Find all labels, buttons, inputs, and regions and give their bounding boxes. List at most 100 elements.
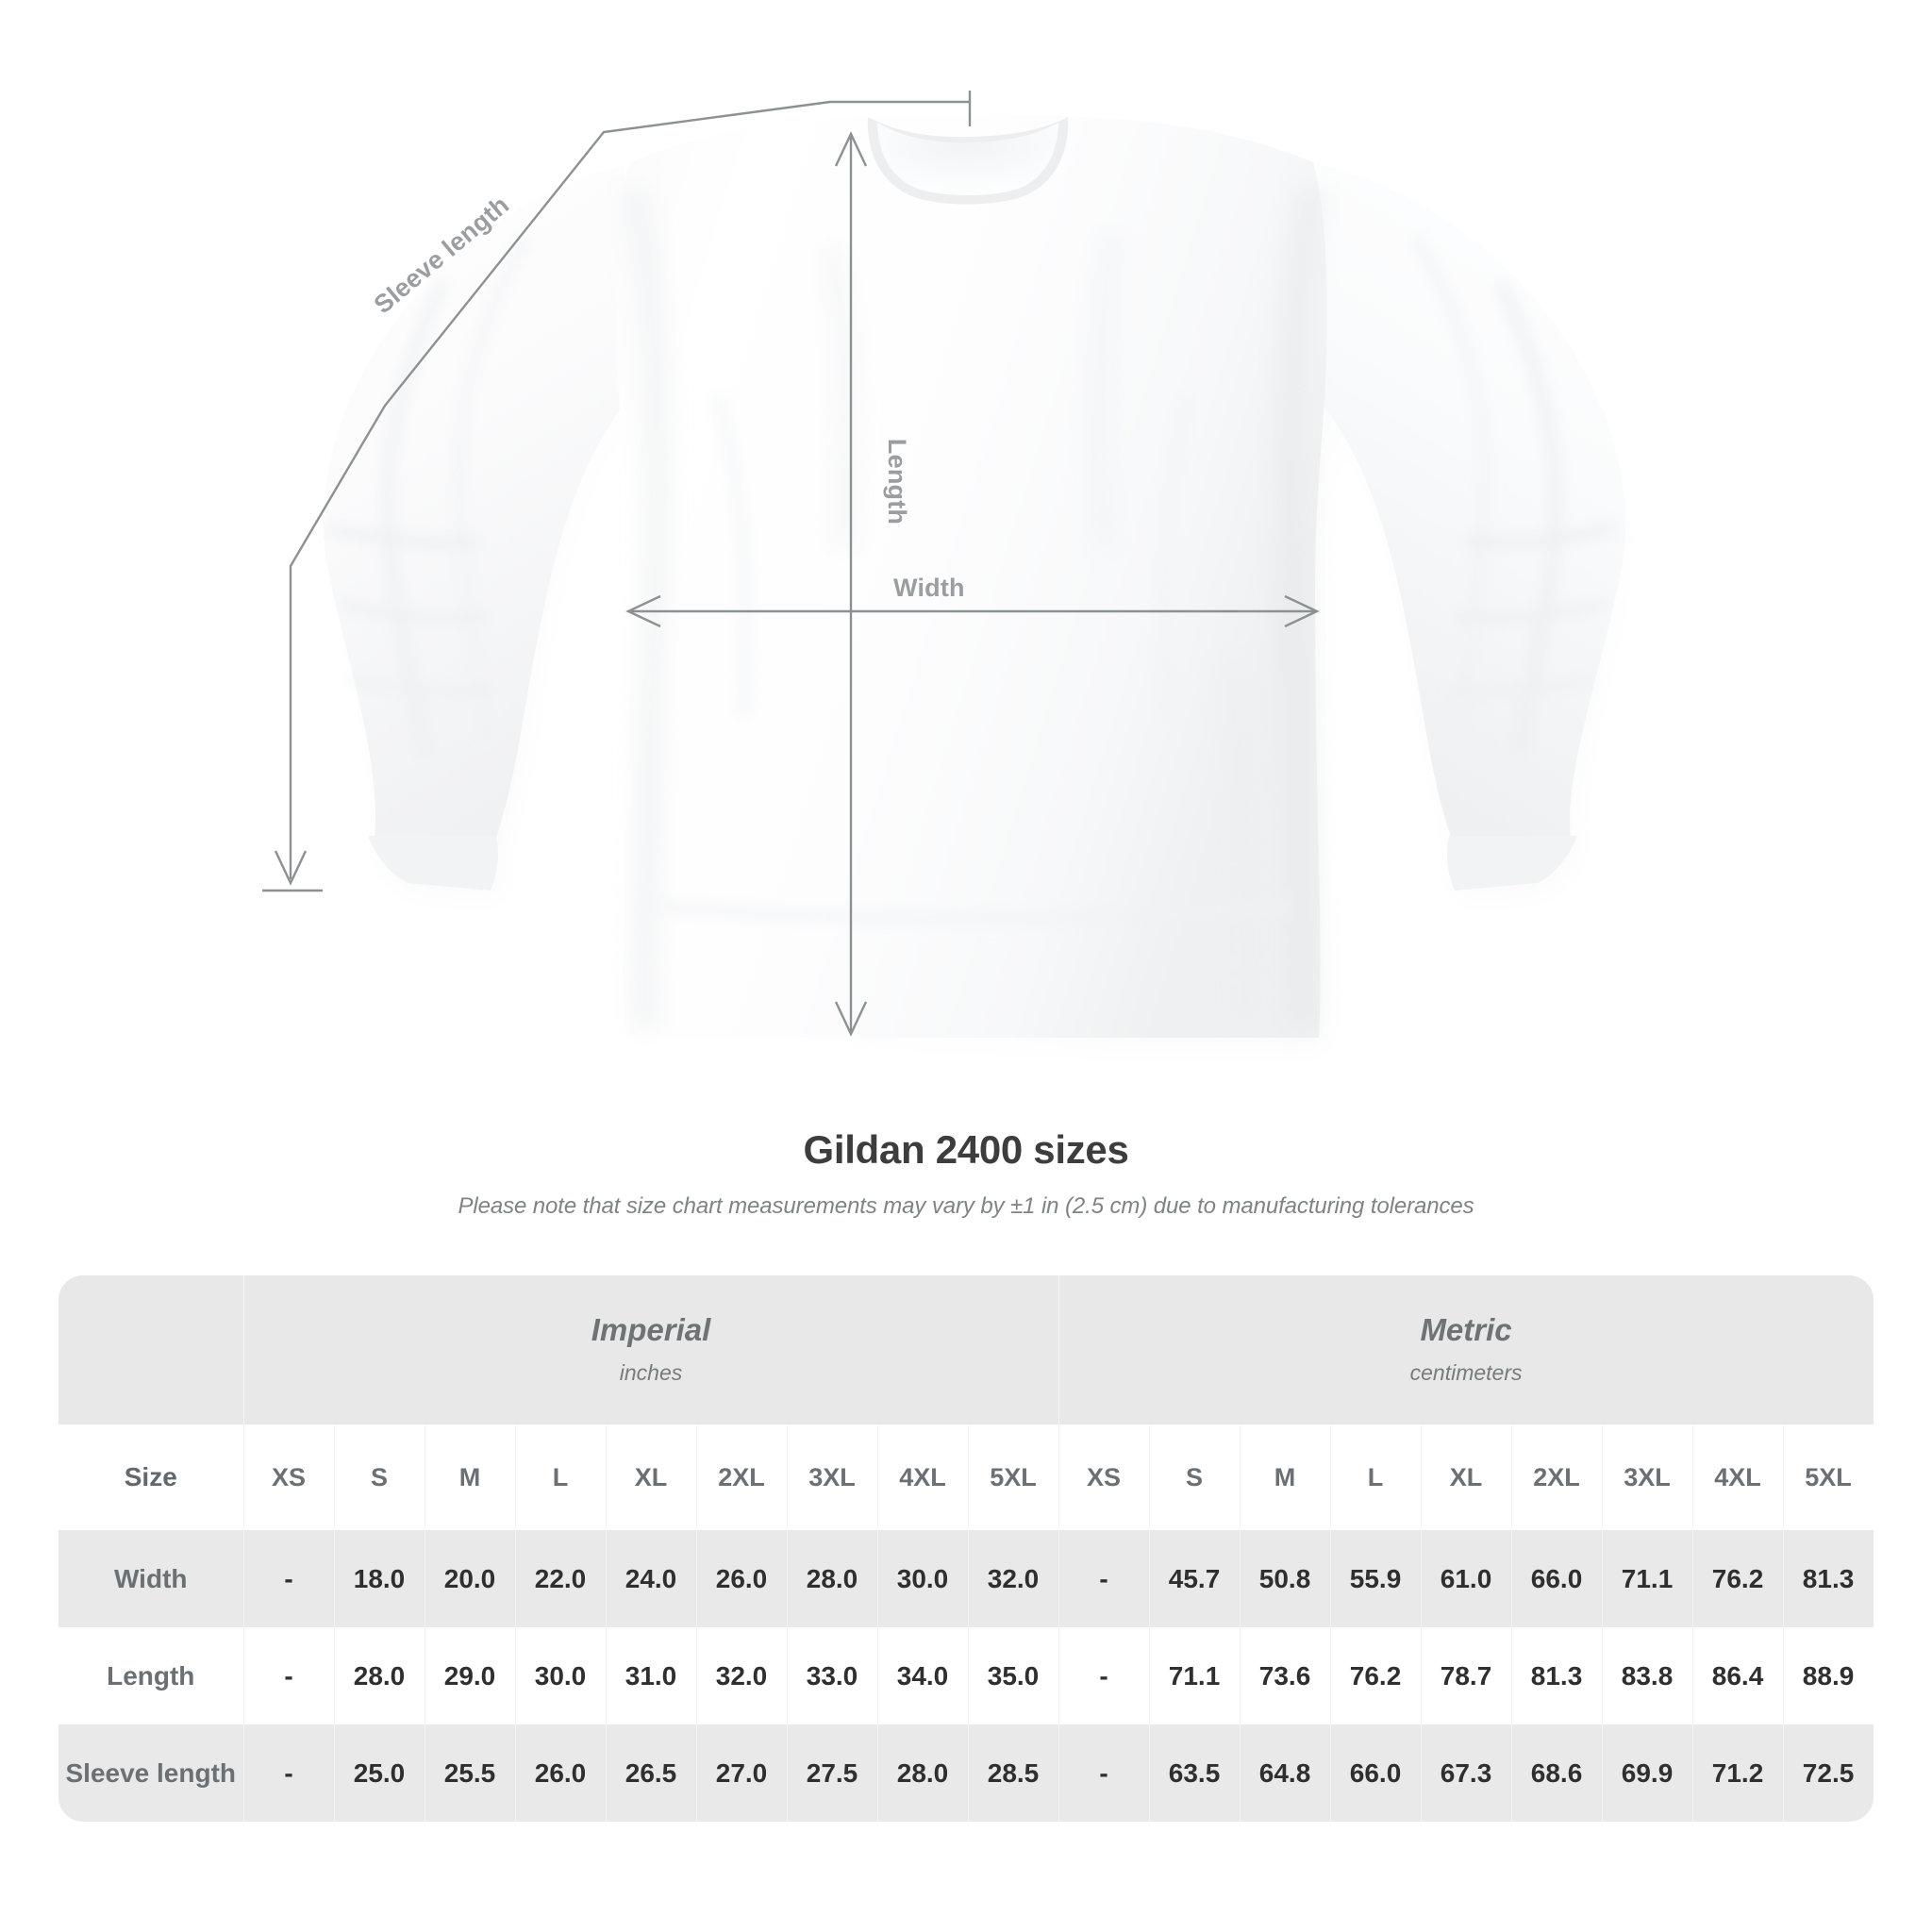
cell-length-imperial-4xl: 34.0 — [877, 1627, 969, 1724]
cell-length-imperial-m: 29.0 — [425, 1627, 516, 1724]
fabric-creases — [328, 232, 1615, 925]
size-header-metric-s: S — [1149, 1424, 1241, 1530]
size-header-row: Size XS S M L XL 2XL 3XL 4XL 5XL XS S M … — [58, 1424, 1874, 1530]
cell-length-metric-xs: - — [1058, 1627, 1150, 1724]
imperial-unit-name: Imperial — [591, 1312, 711, 1347]
cell-width-metric-3xl: 71.1 — [1602, 1530, 1693, 1627]
cell-length-imperial-s: 28.0 — [334, 1627, 425, 1724]
size-header-metric-3xl: 3XL — [1602, 1424, 1693, 1530]
cell-width-metric-m: 50.8 — [1240, 1530, 1331, 1627]
cell-width-metric-5xl: 81.3 — [1783, 1530, 1874, 1627]
cell-length-metric-2xl: 81.3 — [1511, 1627, 1603, 1724]
cell-length-imperial-3xl: 33.0 — [787, 1627, 878, 1724]
unit-header-spacer — [58, 1275, 244, 1424]
cell-width-imperial-xs: - — [243, 1530, 335, 1627]
metric-unit-name: Metric — [1420, 1312, 1512, 1347]
size-header-imperial-xl: XL — [606, 1424, 697, 1530]
cell-sleeve-metric-5xl: 72.5 — [1783, 1724, 1874, 1822]
size-header-metric-xl: XL — [1421, 1424, 1512, 1530]
cell-width-imperial-m: 20.0 — [425, 1530, 516, 1627]
garment-svg — [262, 91, 1626, 1038]
cell-width-imperial-l: 22.0 — [515, 1530, 607, 1627]
size-header-imperial-s: S — [334, 1424, 425, 1530]
cell-sleeve-imperial-2xl: 27.0 — [696, 1724, 788, 1822]
table-row: Length - 28.0 29.0 30.0 31.0 32.0 33.0 3… — [58, 1627, 1874, 1724]
cell-length-imperial-2xl: 32.0 — [696, 1627, 788, 1724]
size-header-imperial-2xl: 2XL — [696, 1424, 788, 1530]
cell-width-imperial-s: 18.0 — [334, 1530, 425, 1627]
size-header-metric-l: L — [1330, 1424, 1422, 1530]
cell-length-metric-l: 76.2 — [1330, 1627, 1422, 1724]
cell-length-metric-m: 73.6 — [1240, 1627, 1331, 1724]
row-label-sleeve-length: Sleeve length — [58, 1724, 244, 1822]
cell-sleeve-metric-l: 66.0 — [1330, 1724, 1422, 1822]
page-subtitle: Please note that size chart measurements… — [458, 1193, 1474, 1219]
cell-sleeve-imperial-xl: 26.5 — [606, 1724, 697, 1822]
size-header-metric-xs: XS — [1058, 1424, 1150, 1530]
length-label: Length — [883, 438, 912, 525]
size-header-metric-m: M — [1240, 1424, 1331, 1530]
page-title: Gildan 2400 sizes — [803, 1127, 1129, 1172]
row-label-width: Width — [58, 1530, 244, 1627]
cell-width-metric-4xl: 76.2 — [1692, 1530, 1784, 1627]
title-block: Gildan 2400 sizes Please note that size … — [0, 1127, 1932, 1220]
width-measure-line — [625, 594, 1320, 628]
imperial-header-cell: Imperial inches — [243, 1275, 1059, 1424]
cell-sleeve-imperial-xs: - — [243, 1724, 335, 1822]
cell-width-metric-xl: 61.0 — [1421, 1530, 1512, 1627]
cell-width-imperial-5xl: 32.0 — [968, 1530, 1059, 1627]
cell-sleeve-imperial-s: 25.0 — [334, 1724, 425, 1822]
size-header-metric-4xl: 4XL — [1692, 1424, 1784, 1530]
length-measure-line — [834, 131, 868, 1037]
size-chart-table: Imperial inches Metric centimeters Size … — [58, 1275, 1874, 1822]
cell-length-imperial-l: 30.0 — [515, 1627, 607, 1724]
cell-width-imperial-3xl: 28.0 — [787, 1530, 878, 1627]
cell-width-imperial-4xl: 30.0 — [877, 1530, 969, 1627]
imperial-unit-sub: inches — [619, 1360, 683, 1385]
size-chart-table-container: Imperial inches Metric centimeters Size … — [58, 1275, 1874, 1822]
measurement-lines — [262, 91, 1320, 1037]
cell-length-metric-4xl: 86.4 — [1692, 1627, 1784, 1724]
size-header-imperial-3xl: 3XL — [787, 1424, 878, 1530]
cell-width-metric-s: 45.7 — [1149, 1530, 1241, 1627]
size-header-imperial-l: L — [515, 1424, 607, 1530]
sleeve-length-measure-line — [262, 91, 972, 892]
table-row: Width - 18.0 20.0 22.0 24.0 26.0 28.0 30… — [58, 1530, 1874, 1627]
unit-header-row: Imperial inches Metric centimeters — [58, 1275, 1874, 1424]
cell-sleeve-metric-3xl: 69.9 — [1602, 1724, 1693, 1822]
cell-sleeve-imperial-5xl: 28.5 — [968, 1724, 1059, 1822]
size-header-metric-5xl: 5XL — [1783, 1424, 1874, 1530]
cell-length-imperial-xs: - — [243, 1627, 335, 1724]
cell-sleeve-imperial-3xl: 27.5 — [787, 1724, 878, 1822]
cell-width-metric-xs: - — [1058, 1530, 1150, 1627]
size-header-imperial-xs: XS — [243, 1424, 335, 1530]
size-header-imperial-5xl: 5XL — [968, 1424, 1059, 1530]
cell-sleeve-imperial-l: 26.0 — [515, 1724, 607, 1822]
metric-unit-sub: centimeters — [1409, 1360, 1523, 1385]
cell-width-imperial-xl: 24.0 — [606, 1530, 697, 1627]
cell-width-imperial-2xl: 26.0 — [696, 1530, 788, 1627]
size-header-imperial-m: M — [425, 1424, 516, 1530]
table-row: Sleeve length - 25.0 25.5 26.0 26.5 27.0… — [58, 1724, 1874, 1822]
cell-sleeve-imperial-4xl: 28.0 — [877, 1724, 969, 1822]
metric-header-cell: Metric centimeters — [1058, 1275, 1874, 1424]
cell-sleeve-metric-2xl: 68.6 — [1511, 1724, 1603, 1822]
cell-sleeve-metric-s: 63.5 — [1149, 1724, 1241, 1822]
cell-length-metric-5xl: 88.9 — [1783, 1627, 1874, 1724]
garment-illustration: Sleeve length Length Width — [262, 91, 1626, 1038]
cell-sleeve-metric-xs: - — [1058, 1724, 1150, 1822]
cell-length-imperial-5xl: 35.0 — [968, 1627, 1059, 1724]
cell-sleeve-metric-4xl: 71.2 — [1692, 1724, 1784, 1822]
cell-width-metric-l: 55.9 — [1330, 1530, 1422, 1627]
fabric-shading — [622, 185, 1327, 1029]
cell-sleeve-metric-xl: 67.3 — [1421, 1724, 1512, 1822]
cell-length-imperial-xl: 31.0 — [606, 1627, 697, 1724]
size-header-imperial-4xl: 4XL — [877, 1424, 969, 1530]
row-label-length: Length — [58, 1627, 244, 1724]
cell-width-metric-2xl: 66.0 — [1511, 1530, 1603, 1627]
size-label-cell: Size — [58, 1424, 244, 1530]
width-label: Width — [893, 574, 965, 602]
cell-sleeve-imperial-m: 25.5 — [425, 1724, 516, 1822]
size-header-metric-2xl: 2XL — [1511, 1424, 1603, 1530]
